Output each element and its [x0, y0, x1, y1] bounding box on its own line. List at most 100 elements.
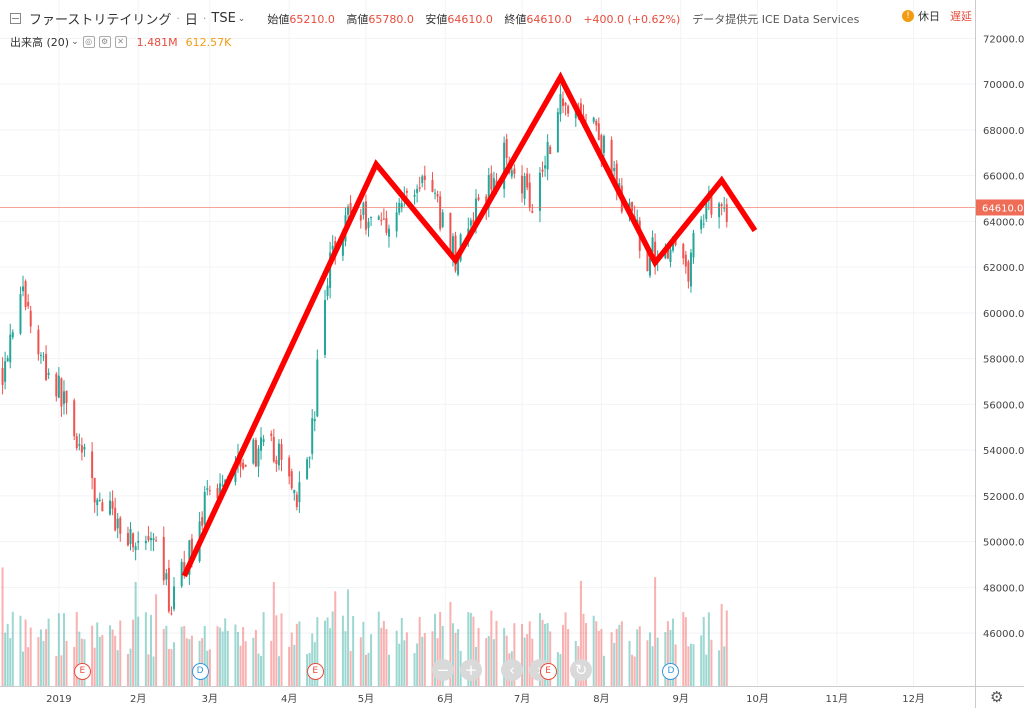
earnings-marker[interactable]: E [539, 663, 557, 680]
candle-body[interactable] [132, 533, 135, 548]
candle-body[interactable] [559, 93, 562, 115]
candle-body[interactable] [710, 194, 713, 215]
candle-body[interactable] [469, 220, 472, 226]
candle-body[interactable] [326, 285, 329, 296]
interval[interactable]: 日 [184, 13, 198, 28]
candle-body[interactable] [725, 204, 728, 222]
candle-body[interactable] [541, 169, 544, 172]
candle-body[interactable] [441, 212, 444, 227]
candle-body[interactable] [549, 146, 552, 155]
candle-body[interactable] [436, 194, 439, 197]
candle-body[interactable] [91, 451, 94, 479]
candle-body[interactable] [700, 219, 703, 230]
candle-body[interactable] [413, 194, 416, 197]
overlay-drawing[interactable] [181, 71, 758, 578]
candle-body[interactable] [293, 489, 296, 494]
candle-body[interactable] [216, 488, 219, 499]
candle-body[interactable] [439, 196, 442, 229]
candle-body[interactable] [449, 212, 452, 256]
candle-body[interactable] [288, 457, 291, 477]
candle-body[interactable] [595, 120, 598, 126]
candle-body[interactable] [65, 390, 68, 403]
warning-icon[interactable]: ! [902, 10, 914, 22]
candle-body[interactable] [329, 252, 332, 288]
candle-body[interactable] [47, 372, 50, 376]
candle-body[interactable] [201, 517, 204, 526]
candle-body[interactable] [705, 202, 708, 219]
candle-body[interactable] [180, 561, 183, 587]
candle-body[interactable] [423, 175, 426, 180]
candle-body[interactable] [574, 111, 577, 119]
candle-body[interactable] [239, 457, 242, 467]
scroll-back-button[interactable]: ‹ [501, 659, 523, 681]
chevron-down-icon[interactable]: ⌄ [71, 37, 79, 47]
candle-body[interactable] [718, 203, 721, 218]
candle-body[interactable] [29, 310, 32, 327]
candle-body[interactable] [80, 445, 83, 453]
candle-body[interactable] [666, 247, 669, 259]
candle-body[interactable] [669, 249, 672, 262]
candle-body[interactable] [165, 573, 168, 580]
candle-body[interactable] [556, 112, 559, 152]
candle-body[interactable] [83, 446, 86, 450]
candle-body[interactable] [526, 173, 529, 188]
candle-body[interactable] [24, 281, 27, 308]
candle-body[interactable] [451, 236, 454, 257]
candle-body[interactable] [295, 494, 298, 507]
candle-body[interactable] [687, 261, 690, 282]
candle-body[interactable] [544, 165, 547, 169]
candle-body[interactable] [114, 507, 117, 531]
candle-body[interactable] [39, 354, 42, 356]
candle-body[interactable] [347, 206, 350, 215]
candle-body[interactable] [173, 586, 176, 610]
volume-label[interactable]: 出来高 (20) [10, 36, 70, 49]
candle-body[interactable] [510, 170, 513, 177]
candle-body[interactable] [513, 168, 516, 174]
candle-body[interactable] [19, 294, 22, 334]
candle-body[interactable] [490, 173, 493, 190]
candle-body[interactable] [257, 448, 260, 467]
candle-body[interactable] [73, 400, 76, 437]
candle-body[interactable] [206, 488, 209, 490]
candle-body[interactable] [152, 538, 155, 541]
candle-body[interactable] [188, 540, 191, 575]
candle-body[interactable] [119, 517, 122, 534]
candle-body[interactable] [457, 260, 460, 275]
chevron-down-icon[interactable]: ⌄ [237, 13, 246, 24]
candle-body[interactable] [126, 533, 129, 546]
candle-body[interactable] [242, 462, 245, 469]
candle-body[interactable] [487, 175, 490, 208]
earnings-marker[interactable]: E [306, 663, 324, 680]
candle-body[interactable] [219, 483, 222, 495]
candle-body[interactable] [308, 457, 311, 459]
candle-body[interactable] [137, 541, 140, 543]
candle-body[interactable] [523, 176, 526, 199]
candle-body[interactable] [546, 141, 549, 170]
candle-body[interactable] [610, 139, 613, 173]
candle-body[interactable] [244, 464, 247, 467]
candle-body[interactable] [167, 567, 170, 612]
candle-body[interactable] [37, 329, 40, 355]
candle-body[interactable] [149, 537, 152, 541]
candle-body[interactable] [474, 198, 477, 226]
candle-body[interactable] [359, 215, 362, 221]
candle-body[interactable] [385, 218, 388, 233]
candle-body[interactable] [454, 235, 457, 271]
candle-body[interactable] [101, 502, 104, 512]
candle-body[interactable] [567, 105, 570, 114]
candle-body[interactable] [472, 219, 475, 225]
candle-body[interactable] [221, 484, 224, 486]
candle-body[interactable] [311, 418, 314, 454]
candle-body[interactable] [382, 218, 385, 220]
candle-body[interactable] [155, 540, 158, 542]
candle-body[interactable] [162, 536, 165, 581]
candle-body[interactable] [252, 439, 255, 464]
candle-body[interactable] [116, 518, 119, 529]
candle-body[interactable] [684, 254, 687, 267]
settings-icon[interactable]: ⚙ [98, 36, 111, 48]
candle-body[interactable] [579, 103, 582, 115]
candle-body[interactable] [57, 375, 60, 398]
candle-body[interactable] [592, 117, 595, 122]
candle-body[interactable] [492, 178, 495, 193]
